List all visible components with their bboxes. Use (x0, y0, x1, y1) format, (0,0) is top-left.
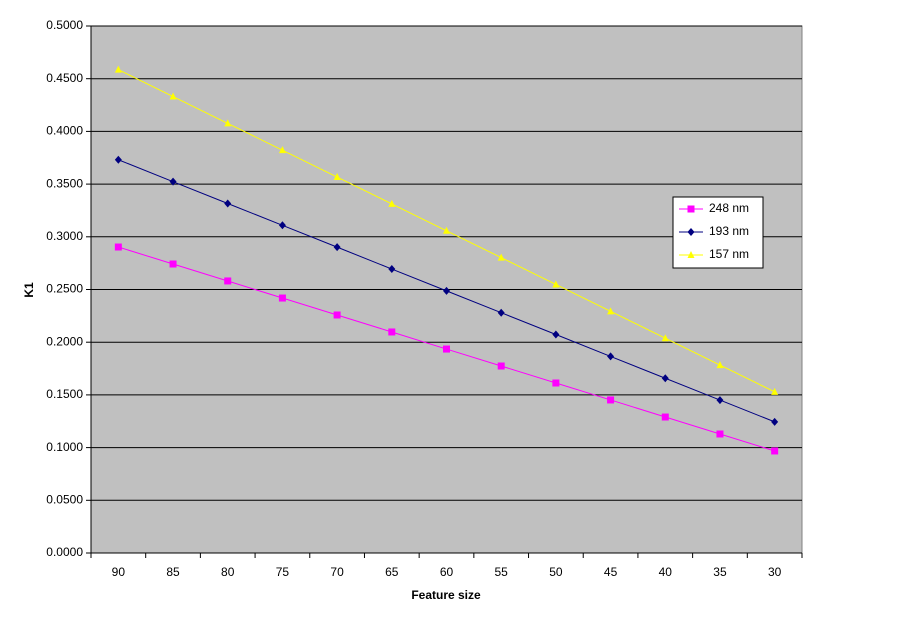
x-tick-label: 45 (604, 565, 618, 579)
y-tick-label: 0.1500 (46, 387, 83, 401)
y-axis-label: K1 (22, 282, 36, 298)
data-point (224, 119, 232, 127)
data-point (771, 387, 779, 395)
y-tick-label: 0.4500 (46, 71, 83, 85)
y-tick-label: 0.5000 (46, 18, 83, 32)
x-tick-label: 55 (495, 565, 509, 579)
y-tick-label: 0.3000 (46, 229, 83, 243)
data-point (497, 253, 505, 261)
legend-marker (687, 228, 695, 236)
data-point (114, 155, 122, 164)
y-tick-label: 0.0500 (46, 492, 83, 506)
data-point (552, 280, 560, 288)
data-point (607, 307, 615, 315)
legend-label: 193 nm (709, 224, 749, 238)
x-tick-label: 75 (276, 565, 290, 579)
x-tick-label: 80 (221, 565, 235, 579)
legend-box (672, 196, 764, 269)
data-point (333, 311, 341, 319)
data-point (497, 308, 505, 317)
data-point (114, 243, 122, 251)
y-tick-label: 0.4000 (46, 124, 83, 138)
data-point (388, 328, 396, 336)
x-tick-label: 50 (549, 565, 563, 579)
x-tick-label: 90 (112, 565, 126, 579)
data-point (771, 447, 779, 455)
data-point (607, 352, 615, 361)
x-tick-label: 30 (768, 565, 782, 579)
y-tick-label: 0.2000 (46, 334, 83, 348)
data-point (661, 374, 669, 383)
legend-label: 248 nm (709, 201, 749, 215)
y-tick-label: 0.2500 (46, 282, 83, 296)
x-tick-label: 60 (440, 565, 454, 579)
data-point (716, 430, 724, 438)
x-tick-label: 85 (166, 565, 180, 579)
y-tick-label: 0.3500 (46, 176, 83, 190)
data-point (278, 294, 286, 302)
legend-marker (687, 205, 695, 213)
x-tick-label: 40 (659, 565, 673, 579)
data-point (169, 260, 177, 268)
y-tick-label: 0.1000 (46, 440, 83, 454)
x-tick-label: 70 (330, 565, 344, 579)
data-point (169, 92, 177, 100)
data-point (388, 199, 396, 207)
data-point (443, 286, 450, 295)
data-point (169, 177, 177, 186)
data-point (114, 65, 122, 73)
data-point (333, 243, 341, 252)
data-point (552, 379, 560, 387)
data-point (224, 277, 232, 285)
data-point (661, 334, 669, 342)
x-tick-label: 35 (713, 565, 727, 579)
data-point (716, 361, 724, 369)
data-point (443, 345, 450, 353)
data-point (278, 221, 286, 230)
data-point (607, 396, 615, 404)
legend-label: 157 nm (709, 247, 749, 261)
legend-marker (687, 251, 695, 258)
data-point (716, 396, 724, 405)
y-tick-label: 0.0000 (46, 545, 83, 559)
data-point (388, 265, 396, 274)
x-axis-label: Feature size (411, 588, 481, 602)
data-point (333, 173, 341, 181)
data-point (552, 330, 560, 339)
data-point (771, 417, 779, 426)
data-point (443, 226, 450, 234)
data-point (661, 413, 669, 421)
data-point (224, 199, 232, 208)
x-tick-label: 65 (385, 565, 399, 579)
data-point (278, 146, 286, 154)
data-point (497, 362, 505, 370)
